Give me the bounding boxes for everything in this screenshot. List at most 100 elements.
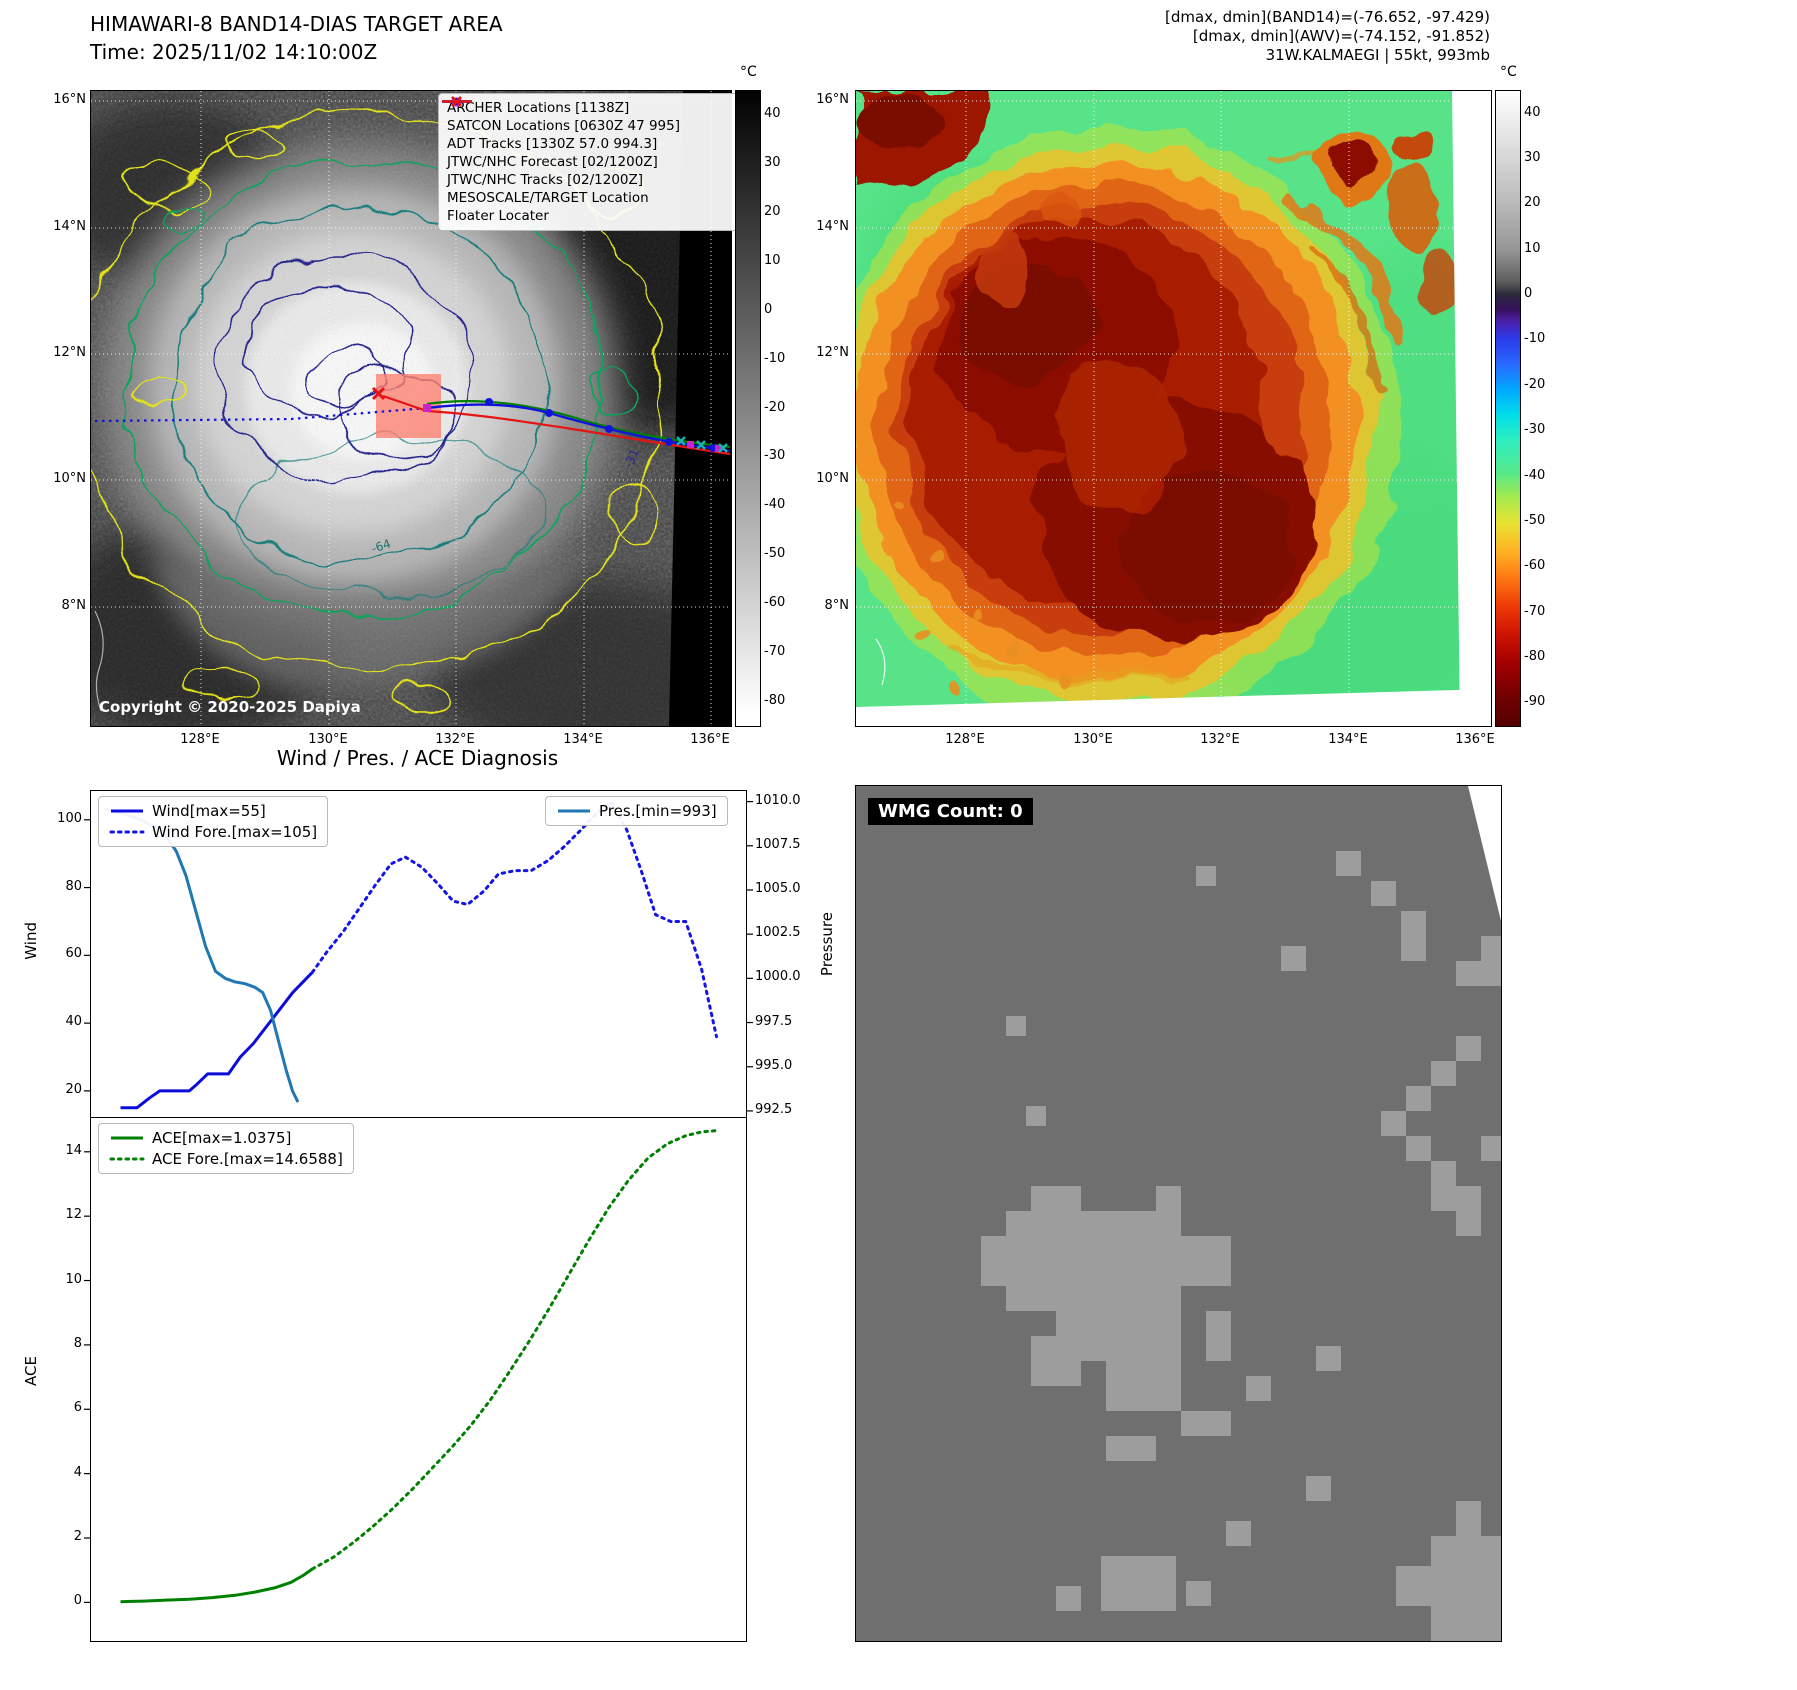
awv-lon-tick: 134°E xyxy=(1328,732,1368,747)
awv-colorbar-tick: -90 xyxy=(1524,694,1546,709)
coastline xyxy=(875,638,886,686)
map-legend-label: ARCHER Locations [1138Z] xyxy=(447,100,630,116)
awv-colorbar-tick: 30 xyxy=(1524,150,1541,165)
band14-map: -64 -31 ARCHER Locations [1138Z] SATCON L… xyxy=(90,90,744,727)
floater-track xyxy=(382,394,731,456)
map-legend-entry: Floater Locater xyxy=(442,100,735,224)
awv-colorbar-tick: 40 xyxy=(1524,105,1541,120)
band14-colorbar-tick: 30 xyxy=(764,155,781,170)
wind-pres-legend: Wind[max=55] Wind Fore.[max=105] xyxy=(98,796,329,847)
ace-ytick: 12 xyxy=(65,1207,82,1223)
map-legend-label: MESOSCALE/TARGET Location xyxy=(447,190,649,206)
band14-colorbar-tick: -50 xyxy=(764,546,786,561)
wind-pres-ytick-right: 992.5 xyxy=(755,1101,793,1117)
band14-colorbar-tick: -20 xyxy=(764,400,786,415)
ace-series-ace-max-1-0375- xyxy=(120,1567,314,1604)
legend-entry: ACE Fore.[max=14.6588] xyxy=(109,1150,343,1168)
coastline xyxy=(94,610,104,712)
image-edge-white-bottom xyxy=(856,689,1491,726)
band14-lon-tick: 130°E xyxy=(308,732,348,747)
band14-lon-tick: 132°E xyxy=(435,732,475,747)
awv-lon-tick: 130°E xyxy=(1073,732,1113,747)
band14-lat-tick: 8°N xyxy=(61,598,87,613)
awv-colorbar xyxy=(1495,90,1521,727)
band14-map-legend: ARCHER Locations [1138Z] SATCON Locations… xyxy=(438,93,744,231)
wind-pres-ytick: 40 xyxy=(65,1014,82,1030)
legend-label: ACE Fore.[max=14.6588] xyxy=(152,1150,343,1168)
band14-lon-tick: 128°E xyxy=(180,732,220,747)
map-legend-label: ADT Tracks [1330Z 57.0 994.3] xyxy=(447,136,658,152)
wind-pres-ytick: 60 xyxy=(65,946,82,962)
wind-pres-ytick-right: 1000.0 xyxy=(755,969,801,985)
wind-pres-ytick-right: 1005.0 xyxy=(755,880,801,896)
contour-label: -64 xyxy=(370,536,393,555)
band14-lon-tick: 136°E xyxy=(690,732,730,747)
band14-lat-tick: 10°N xyxy=(53,471,86,486)
wind-pres-ytick-right: 1010.0 xyxy=(755,792,801,808)
ace-chart xyxy=(84,1117,747,1642)
band14-time-subtitle: Time: 2025/11/02 14:10:00Z xyxy=(90,40,378,64)
ace-series-ace-fore-max-14-6588- xyxy=(310,1129,718,1571)
map-legend-label: JTWC/NHC Tracks [02/1200Z] xyxy=(447,172,644,188)
awv-colorbar-tick: -10 xyxy=(1524,331,1546,346)
image-edge-white-right xyxy=(1452,91,1491,726)
awv-colorbar-tick: -80 xyxy=(1524,649,1546,664)
ace-ytick: 0 xyxy=(73,1593,82,1609)
wind-pres-ytick: 80 xyxy=(65,878,82,894)
wind-pres-ytick: 20 xyxy=(65,1081,82,1097)
awv-lat-tick: 12°N xyxy=(816,345,849,360)
awv-colorbar-tick: 20 xyxy=(1524,195,1541,210)
ace-ytick: 6 xyxy=(73,1400,82,1416)
legend-entry: Pres.[min=993] xyxy=(556,802,717,820)
awv-colorbar-tick: -50 xyxy=(1524,513,1546,528)
band14-colorbar-tick: -80 xyxy=(764,693,786,708)
wmg-light-patches xyxy=(981,851,1501,1641)
target-area-box xyxy=(376,374,441,438)
band14-colorbar-tick: 0 xyxy=(764,302,773,317)
awv-header-line: [dmax, dmin](BAND14)=(-76.652, -97.429) xyxy=(1165,8,1490,26)
solid-line-swatch xyxy=(558,809,590,813)
band14-title: HIMAWARI-8 BAND14-DIAS TARGET AREA xyxy=(90,12,503,36)
band14-colorbar-tick: 40 xyxy=(764,106,781,121)
mesoscale-target-marker xyxy=(371,386,386,401)
ace-ytick: 10 xyxy=(65,1271,82,1287)
band14-lat-tick: 12°N xyxy=(53,345,86,360)
solid-line-swatch xyxy=(111,809,143,813)
band14-colorbar-tick: -10 xyxy=(764,351,786,366)
wind-pres-series-pres-min-993- xyxy=(103,807,300,1103)
awv-lat-tick: 16°N xyxy=(816,92,849,107)
ace-legend: ACE[max=1.0375] ACE Fore.[max=14.6588] xyxy=(98,1123,354,1174)
awv-lat-tick: 10°N xyxy=(816,471,849,486)
awv-header: [dmax, dmin](BAND14)=(-76.652, -97.429) … xyxy=(1000,8,1490,65)
awv-colorbar-unit: °C xyxy=(1500,64,1517,80)
legend-label: Wind[max=55] xyxy=(152,802,266,820)
band14-lon-tick: 134°E xyxy=(563,732,603,747)
awv-colorbar-tick: -30 xyxy=(1524,422,1546,437)
diagnosis-title: Wind / Pres. / ACE Diagnosis xyxy=(276,746,559,770)
ace-ytick: 14 xyxy=(65,1142,82,1158)
wind-pres-legend: Pres.[min=993] xyxy=(545,796,728,826)
awv-lon-tick: 128°E xyxy=(945,732,985,747)
band14-colorbar-tick: -60 xyxy=(764,595,786,610)
dotted-line-swatch xyxy=(109,830,145,834)
ace-ytick: 2 xyxy=(73,1529,82,1544)
map-legend-label: Floater Locater xyxy=(447,208,549,224)
legend-label: ACE[max=1.0375] xyxy=(152,1129,292,1147)
band14-colorbar-tick: 10 xyxy=(764,253,781,268)
satcon-markers xyxy=(676,436,728,453)
ace-axis-label: ACE xyxy=(22,1356,40,1386)
map-legend-label: SATCON Locations [0630Z 47 995] xyxy=(447,118,680,134)
ace-ytick: 4 xyxy=(73,1464,82,1480)
band14-colorbar xyxy=(735,90,761,727)
legend-entry: Wind Fore.[max=105] xyxy=(109,823,317,841)
legend-entry: ACE[max=1.0375] xyxy=(109,1129,343,1147)
wmg-count-badge: WMG Count: 0 xyxy=(868,798,1033,825)
band14-colorbar-tick: -70 xyxy=(764,644,786,659)
ace-ytick: 8 xyxy=(73,1335,82,1351)
wind-pres-series-wind-fore-max-105- xyxy=(310,801,718,1039)
grid-lines xyxy=(91,91,731,726)
awv-colorbar-tick: 10 xyxy=(1524,241,1541,256)
map-legend-label: JTWC/NHC Forecast [02/1200Z] xyxy=(447,154,658,170)
band14-colorbar-tick: -30 xyxy=(764,448,786,463)
